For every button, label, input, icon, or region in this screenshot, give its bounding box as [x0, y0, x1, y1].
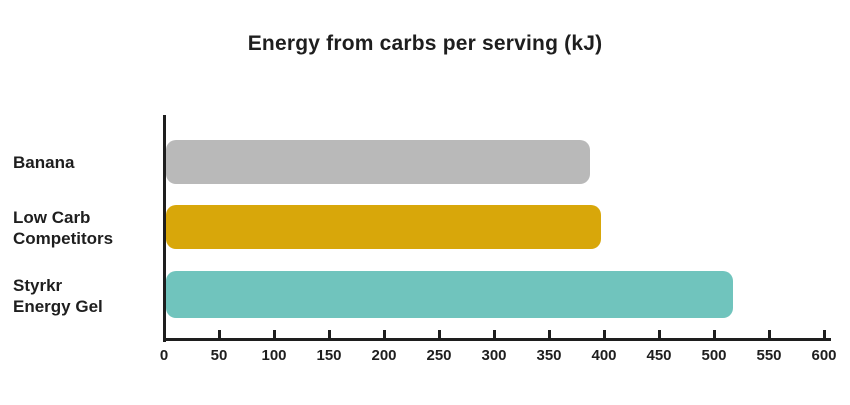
x-tick-300 — [492, 330, 496, 338]
x-tick-250 — [437, 330, 441, 338]
x-axis-line — [163, 338, 831, 341]
x-tick-600 — [822, 330, 826, 338]
x-tick-label-500: 500 — [701, 347, 727, 364]
category-label-banana: Banana — [13, 152, 161, 173]
x-tick-label-400: 400 — [591, 347, 617, 364]
category-label-line: Styrkr — [13, 276, 63, 295]
y-axis-line — [163, 115, 166, 342]
x-tick-label-150: 150 — [316, 347, 342, 364]
x-tick-label-550: 550 — [756, 347, 782, 364]
x-tick-label-50: 50 — [210, 347, 228, 364]
x-tick-label-100: 100 — [261, 347, 287, 364]
x-tick-400 — [602, 330, 606, 338]
x-tick-label-0: 0 — [159, 347, 169, 364]
x-tick-550 — [767, 330, 771, 338]
x-tick-label-300: 300 — [481, 347, 507, 364]
category-label-styrkr-energy-gel: Styrkr Energy Gel — [13, 275, 161, 317]
category-label-line: Competitors — [13, 229, 114, 248]
x-tick-500 — [712, 330, 716, 338]
category-label-line: Low Carb — [13, 208, 91, 227]
x-tick-350 — [547, 330, 551, 338]
bar-banana — [166, 140, 590, 184]
category-label-line: Energy Gel — [13, 297, 103, 316]
x-tick-label-450: 450 — [646, 347, 672, 364]
x-tick-label-250: 250 — [426, 347, 452, 364]
x-tick-450 — [657, 330, 661, 338]
x-tick-label-600: 600 — [811, 347, 837, 364]
x-tick-150 — [327, 330, 331, 338]
x-tick-100 — [272, 330, 276, 338]
x-tick-label-200: 200 — [371, 347, 397, 364]
chart-title: Energy from carbs per serving (kJ) — [247, 32, 603, 55]
x-tick-200 — [382, 330, 386, 338]
category-label-line: Banana — [13, 153, 75, 172]
x-tick-50 — [217, 330, 221, 338]
category-label-low-carb-competitors: Low Carb Competitors — [13, 207, 161, 249]
bar-low-carb-competitors — [166, 205, 601, 249]
x-tick-label-350: 350 — [536, 347, 562, 364]
bar-styrkr-energy-gel — [166, 271, 733, 318]
